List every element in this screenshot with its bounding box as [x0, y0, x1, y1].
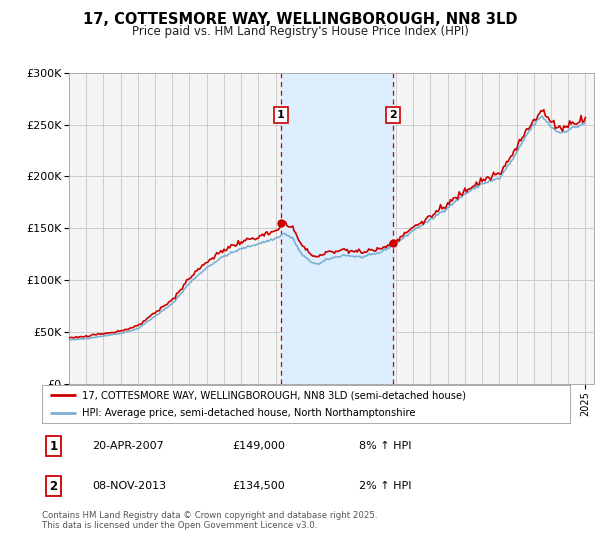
- Text: £149,000: £149,000: [232, 441, 285, 451]
- Text: Price paid vs. HM Land Registry's House Price Index (HPI): Price paid vs. HM Land Registry's House …: [131, 25, 469, 38]
- Text: HPI: Average price, semi-detached house, North Northamptonshire: HPI: Average price, semi-detached house,…: [82, 408, 415, 418]
- Text: £134,500: £134,500: [232, 481, 285, 491]
- Text: 2% ↑ HPI: 2% ↑ HPI: [359, 481, 412, 491]
- Text: 17, COTTESMORE WAY, WELLINGBOROUGH, NN8 3LD (semi-detached house): 17, COTTESMORE WAY, WELLINGBOROUGH, NN8 …: [82, 390, 466, 400]
- Text: 2: 2: [389, 110, 397, 120]
- Text: 20-APR-2007: 20-APR-2007: [92, 441, 164, 451]
- Bar: [281, 73, 394, 384]
- Text: 08-NOV-2013: 08-NOV-2013: [92, 481, 166, 491]
- Text: 1: 1: [50, 440, 58, 453]
- Text: 2: 2: [50, 479, 58, 493]
- Text: 17, COTTESMORE WAY, WELLINGBOROUGH, NN8 3LD: 17, COTTESMORE WAY, WELLINGBOROUGH, NN8 …: [83, 12, 517, 27]
- Text: Contains HM Land Registry data © Crown copyright and database right 2025.
This d: Contains HM Land Registry data © Crown c…: [42, 511, 377, 530]
- Text: 8% ↑ HPI: 8% ↑ HPI: [359, 441, 412, 451]
- Text: 1: 1: [277, 110, 284, 120]
